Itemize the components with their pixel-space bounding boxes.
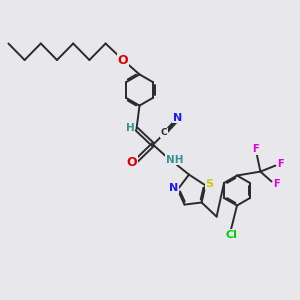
Text: H: H [125, 123, 134, 134]
Text: C: C [161, 128, 167, 137]
Text: N: N [173, 112, 182, 123]
Text: O: O [118, 53, 128, 67]
Text: F: F [278, 159, 284, 169]
Text: NH: NH [166, 154, 183, 165]
Text: S: S [206, 179, 214, 189]
Text: F: F [274, 179, 280, 189]
Text: N: N [169, 183, 178, 193]
Text: Cl: Cl [226, 230, 238, 240]
Text: O: O [127, 156, 137, 170]
Text: F: F [252, 144, 259, 154]
